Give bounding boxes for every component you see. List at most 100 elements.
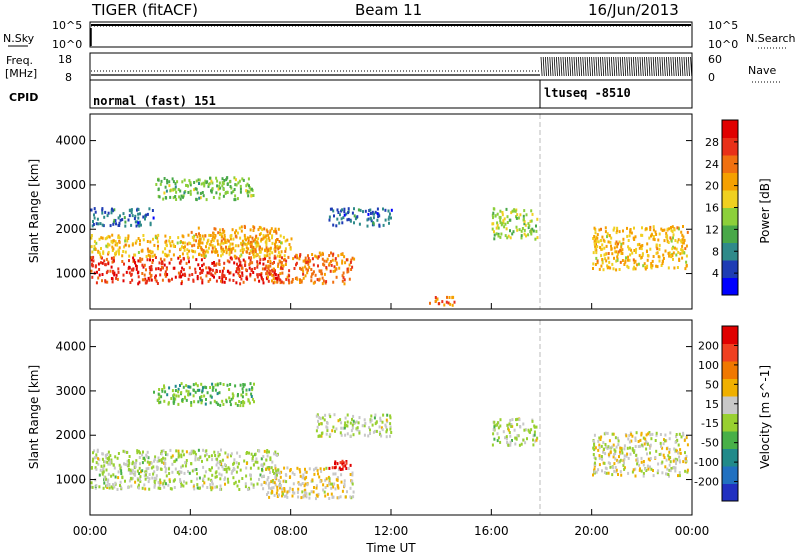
data-cell	[119, 218, 122, 222]
data-cell	[285, 480, 288, 484]
data-cell	[149, 258, 151, 262]
data-cell	[672, 251, 675, 255]
data-cell	[248, 252, 251, 255]
data-cell	[652, 474, 655, 478]
data-cell	[102, 466, 105, 470]
data-cell	[343, 207, 346, 211]
data-cell	[326, 492, 329, 496]
data-cell	[595, 251, 598, 255]
data-cell	[221, 465, 224, 469]
data-cell	[531, 419, 534, 423]
data-cell	[662, 442, 665, 446]
data-cell	[127, 459, 130, 462]
data-cell	[150, 250, 153, 254]
data-cell	[172, 187, 175, 191]
data-cell	[523, 222, 526, 226]
data-cell	[517, 216, 520, 220]
data-cell	[347, 467, 350, 470]
data-cell	[251, 236, 254, 240]
data-cell	[373, 416, 376, 420]
data-cell	[253, 250, 256, 254]
data-cell	[101, 457, 104, 461]
data-cell	[223, 236, 226, 239]
data-cell	[597, 439, 600, 443]
data-cell	[509, 434, 512, 438]
data-cell	[283, 479, 286, 483]
colorbar-segment	[722, 260, 738, 278]
data-cell	[198, 458, 201, 462]
data-cell	[251, 267, 254, 271]
data-cell	[346, 270, 349, 274]
data-cell	[644, 467, 647, 471]
data-cell	[617, 250, 620, 254]
data-cell	[654, 439, 657, 442]
data-cell	[152, 216, 155, 220]
data-cell	[261, 475, 263, 479]
data-cell	[267, 491, 270, 495]
data-cell	[499, 424, 502, 428]
data-cell	[288, 281, 291, 285]
data-cell	[329, 433, 332, 437]
data-cell	[278, 259, 281, 263]
data-cell	[669, 236, 672, 240]
data-cell	[311, 253, 314, 256]
data-cell	[515, 418, 517, 422]
data-cell	[252, 229, 255, 232]
colorbar-tick-label: 12	[705, 223, 719, 236]
data-cell	[113, 218, 116, 222]
data-cell	[507, 428, 510, 432]
data-cell	[215, 470, 218, 474]
data-cell	[204, 234, 207, 238]
data-cell	[223, 468, 226, 471]
data-cell	[640, 469, 643, 473]
data-cell	[141, 272, 144, 275]
colorbar-segment	[722, 172, 738, 191]
nave-oscillation-stroke	[551, 56, 554, 77]
data-cell	[198, 252, 201, 256]
data-cell	[296, 466, 299, 470]
data-cell	[151, 250, 154, 254]
data-cell	[649, 247, 652, 251]
data-cell	[600, 264, 603, 268]
data-cell	[236, 403, 239, 407]
data-cell	[211, 480, 213, 484]
data-cell	[630, 432, 633, 436]
data-cell	[161, 388, 164, 391]
data-cell	[357, 208, 360, 212]
data-cell	[515, 216, 518, 220]
data-cell	[168, 180, 171, 184]
data-cell	[250, 187, 253, 191]
data-cell	[361, 424, 364, 428]
data-cell	[245, 388, 248, 392]
data-cell	[213, 275, 215, 279]
data-cell	[225, 400, 228, 404]
data-cell	[250, 395, 253, 398]
data-cell	[245, 466, 248, 470]
data-cell	[314, 254, 317, 258]
data-cell	[143, 474, 146, 478]
data-cell	[216, 184, 219, 188]
data-cell	[286, 466, 289, 470]
data-cell	[266, 250, 269, 254]
data-cell	[277, 468, 280, 472]
data-cell	[112, 239, 115, 243]
data-cell	[619, 450, 621, 454]
data-cell	[233, 482, 236, 486]
data-cell	[176, 470, 179, 474]
data-cell	[594, 461, 596, 465]
data-cell	[95, 455, 98, 459]
data-cell	[209, 234, 212, 237]
data-cell	[93, 449, 96, 453]
data-cell	[642, 460, 645, 463]
data-cell	[274, 242, 276, 246]
data-cell	[629, 452, 632, 456]
data-cell	[664, 465, 667, 469]
data-cell	[607, 471, 610, 475]
data-cell	[269, 231, 271, 235]
data-cell	[304, 274, 307, 278]
data-cell	[493, 425, 496, 429]
data-cell	[177, 271, 180, 275]
data-cell	[592, 473, 594, 477]
data-cell	[213, 263, 216, 267]
